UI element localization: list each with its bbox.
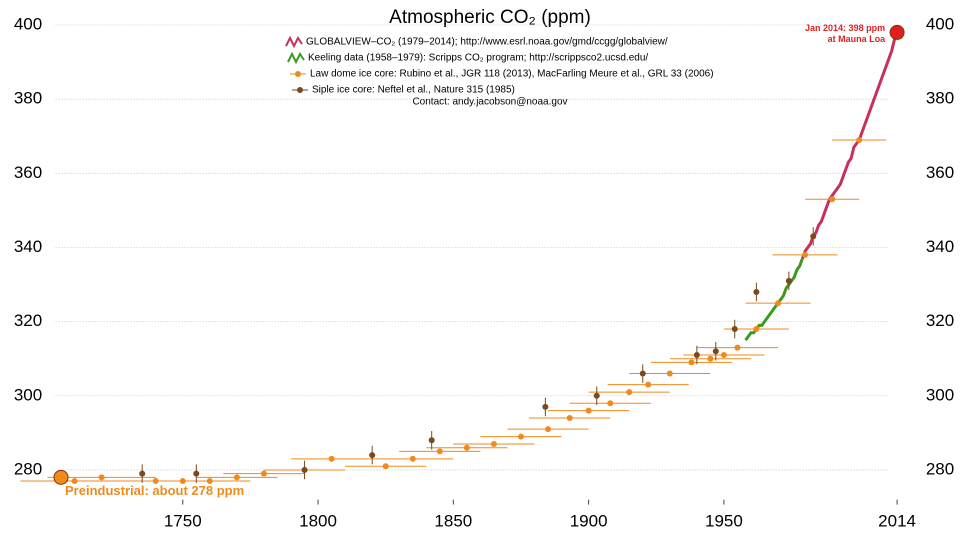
legend-swatch [285,35,303,49]
y-tick-label: 400 [14,14,42,33]
data-point [607,400,614,407]
data-point [369,452,376,459]
data-point [545,426,552,433]
data-point [626,389,633,396]
chart-title: Atmospheric CO₂ (ppm) [389,7,591,28]
data-point [139,470,146,477]
data-point [71,478,78,485]
y-tick-label: 340 [14,237,42,256]
legend-swatch [297,87,303,93]
data-point [829,196,836,203]
data-point [206,478,213,485]
legend-label: Keeling data (1958–1979): Scripps CO₂ pr… [308,53,648,64]
annotation-text: at Mauna Loa [828,34,887,44]
data-point [856,136,863,143]
annotation-marker [889,24,905,40]
data-point [693,352,700,358]
y-tick-label: 300 [14,385,42,404]
data-point [566,415,573,422]
data-point [193,470,200,477]
legend-label: Law dome ice core: Rubino et al., JGR 11… [310,69,714,80]
data-point [802,251,809,258]
data-point [328,455,335,462]
y-tick-label-right: 360 [926,163,954,182]
legend-label: GLOBALVIEW–CO₂ (1979–2014); http://www.e… [306,37,668,48]
legend-label: Siple ice core: Neftel et al., Nature 31… [312,85,515,96]
data-point [775,300,782,307]
y-tick-label: 380 [14,89,42,108]
data-point [490,440,497,447]
y-tick-label-right: 380 [926,89,954,108]
y-tick-label-right: 300 [926,385,954,404]
data-point [436,448,443,455]
data-point [260,470,267,477]
data-point [753,326,760,333]
data-point [593,392,600,399]
annotation-text: Preindustrial: about 278 ppm [65,483,244,498]
data-point [785,277,792,284]
data-point [463,444,470,451]
x-tick-label: 2014 [878,511,916,530]
y-tick-label: 320 [14,311,42,330]
contact: Contact: andy.jacobson@noaa.gov [412,97,567,108]
data-point [301,466,308,473]
series-line [800,31,899,260]
data-point [382,463,389,470]
data-point [428,437,435,444]
data-point [645,381,652,388]
data-point [585,407,592,414]
y-tick-label: 360 [14,163,42,182]
data-point [98,474,105,481]
data-point [542,403,549,410]
data-point [734,344,741,351]
x-tick-label: 1750 [164,511,202,530]
x-tick-label: 1800 [299,511,337,530]
data-point [233,474,240,481]
y-tick-label-right: 280 [926,459,954,478]
legend-swatch [295,71,301,77]
y-tick-label-right: 320 [926,311,954,330]
data-point [720,352,727,358]
data-point [707,355,714,362]
y-tick-label: 280 [14,459,42,478]
y-tick-label-right: 340 [926,237,954,256]
data-point [731,326,738,333]
data-point [712,348,719,355]
data-point [753,288,760,295]
y-tick-label-right: 400 [926,14,954,33]
data-point [666,370,673,377]
annotation-text: Jan 2014: 398 ppm [805,23,885,33]
data-point [688,359,695,366]
data-point [639,370,646,377]
annotation-marker [53,469,69,485]
x-tick-label: 1850 [434,511,472,530]
data-point [409,455,416,462]
x-tick-label: 1950 [705,511,743,530]
legend-swatch [287,51,305,65]
data-point [517,433,524,440]
x-tick-label: 1900 [570,511,608,530]
data-point [810,233,817,240]
